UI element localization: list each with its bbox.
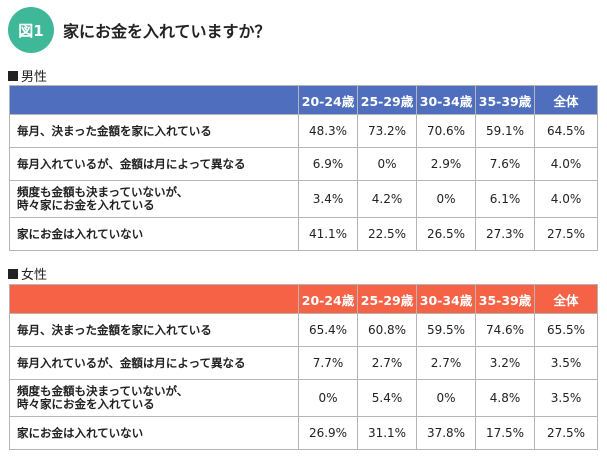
data-cell: 70.6% — [416, 114, 476, 148]
column-header: 35-39歳 — [475, 85, 535, 115]
data-cell: 17.5% — [475, 416, 535, 450]
figure-badge: 図1 — [8, 7, 54, 53]
data-cell: 65.4% — [298, 313, 358, 347]
table-row: 毎月入れているが、金額は月によって異なる 7.7% 2.7% 2.7% 3.2%… — [9, 346, 598, 380]
data-cell: 6.9% — [298, 147, 358, 181]
table-header-row: 20-24歳 25-29歳 30-34歳 35-39歳 全体 — [9, 85, 598, 115]
row-label: 家にお金は入れていない — [9, 217, 299, 251]
column-header: 20-24歳 — [298, 284, 358, 314]
column-header: 25-29歳 — [357, 284, 417, 314]
data-cell: 7.7% — [298, 346, 358, 380]
figure-title: 家にお金を入れていますか？ — [63, 22, 271, 41]
row-label: 毎月入れているが、金額は月によって異なる — [9, 147, 299, 181]
data-cell: 37.8% — [416, 416, 476, 450]
row-label: 毎月、決まった金額を家に入れている — [9, 114, 299, 148]
section-label-male-text: 男性 — [21, 70, 48, 85]
table-female: 20-24歳 25-29歳 30-34歳 35-39歳 全体 毎月、決まった金額… — [9, 284, 598, 450]
data-cell: 27.5% — [534, 416, 598, 450]
data-cell: 3.5% — [534, 379, 598, 417]
data-cell: 26.9% — [298, 416, 358, 450]
data-cell: 0% — [416, 180, 476, 218]
row-label: 頻度も金額も決まっていないが、 時々家にお金を入れている — [9, 379, 299, 417]
data-cell: 48.3% — [298, 114, 358, 148]
data-cell: 26.5% — [416, 217, 476, 251]
table-header-row: 20-24歳 25-29歳 30-34歳 35-39歳 全体 — [9, 284, 598, 314]
column-header: 35-39歳 — [475, 284, 535, 314]
data-cell: 59.5% — [416, 313, 476, 347]
data-cell: 0% — [357, 147, 417, 181]
row-label: 毎月、決まった金額を家に入れている — [9, 313, 299, 347]
data-cell: 2.7% — [416, 346, 476, 380]
table-row: 頻度も金額も決まっていないが、 時々家にお金を入れている 3.4% 4.2% 0… — [9, 180, 598, 218]
section-label-female-text: 女性 — [21, 268, 48, 283]
data-cell: 6.1% — [475, 180, 535, 218]
row-label: 家にお金は入れていない — [9, 416, 299, 450]
figure-header: 図1 家にお金を入れていますか？ — [8, 7, 271, 53]
column-header: 20-24歳 — [298, 85, 358, 115]
column-header: 30-34歳 — [416, 284, 476, 314]
data-cell: 27.3% — [475, 217, 535, 251]
table-row: 毎月、決まった金額を家に入れている 65.4% 60.8% 59.5% 74.6… — [9, 313, 598, 347]
data-cell: 4.0% — [534, 180, 598, 218]
row-label-text: 頻度も金額も決まっていないが、 時々家にお金を入れている — [17, 185, 189, 212]
row-label-text: 頻度も金額も決まっていないが、 時々家にお金を入れている — [17, 384, 189, 411]
table-row: 家にお金は入れていない 41.1% 22.5% 26.5% 27.3% 27.5… — [9, 217, 598, 251]
header-blank-cell — [9, 85, 299, 115]
table-row: 家にお金は入れていない 26.9% 31.1% 37.8% 17.5% 27.5… — [9, 416, 598, 450]
data-cell: 4.0% — [534, 147, 598, 181]
column-header: 全体 — [534, 284, 598, 314]
row-label: 毎月入れているが、金額は月によって異なる — [9, 346, 299, 380]
table-row: 毎月、決まった金額を家に入れている 48.3% 73.2% 70.6% 59.1… — [9, 114, 598, 148]
square-bullet-icon — [8, 70, 18, 81]
data-cell: 31.1% — [357, 416, 417, 450]
row-label: 頻度も金額も決まっていないが、 時々家にお金を入れている — [9, 180, 299, 218]
data-cell: 74.6% — [475, 313, 535, 347]
data-cell: 65.5% — [534, 313, 598, 347]
table-row: 毎月入れているが、金額は月によって異なる 6.9% 0% 2.9% 7.6% 4… — [9, 147, 598, 181]
data-cell: 60.8% — [357, 313, 417, 347]
data-cell: 41.1% — [298, 217, 358, 251]
data-cell: 73.2% — [357, 114, 417, 148]
data-cell: 0% — [416, 379, 476, 417]
column-header: 25-29歳 — [357, 85, 417, 115]
data-cell: 22.5% — [357, 217, 417, 251]
section-label-female: 女性 — [8, 264, 47, 283]
data-cell: 3.2% — [475, 346, 535, 380]
data-cell: 4.8% — [475, 379, 535, 417]
data-cell: 0% — [298, 379, 358, 417]
section-label-male: 男性 — [8, 66, 47, 85]
data-cell: 64.5% — [534, 114, 598, 148]
column-header: 30-34歳 — [416, 85, 476, 115]
data-cell: 5.4% — [357, 379, 417, 417]
table-row: 頻度も金額も決まっていないが、 時々家にお金を入れている 0% 5.4% 0% … — [9, 379, 598, 417]
data-cell: 7.6% — [475, 147, 535, 181]
table-male: 20-24歳 25-29歳 30-34歳 35-39歳 全体 毎月、決まった金額… — [9, 85, 598, 251]
square-bullet-icon — [8, 268, 18, 279]
data-cell: 4.2% — [357, 180, 417, 218]
data-cell: 2.7% — [357, 346, 417, 380]
data-cell: 3.4% — [298, 180, 358, 218]
data-cell: 3.5% — [534, 346, 598, 380]
header-blank-cell — [9, 284, 299, 314]
data-cell: 2.9% — [416, 147, 476, 181]
column-header: 全体 — [534, 85, 598, 115]
data-cell: 59.1% — [475, 114, 535, 148]
data-cell: 27.5% — [534, 217, 598, 251]
